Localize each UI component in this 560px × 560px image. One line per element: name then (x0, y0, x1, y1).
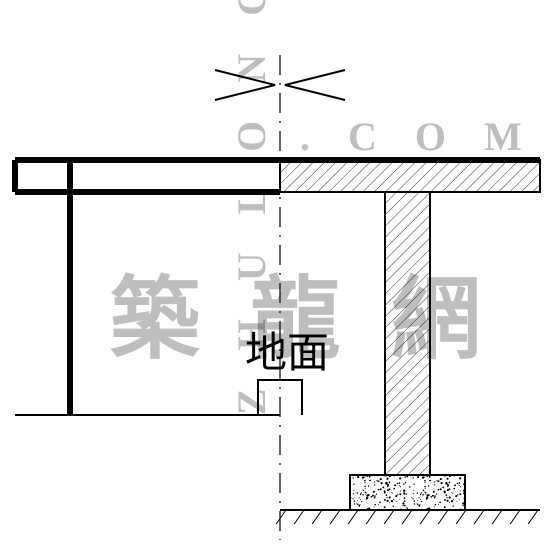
ground-hatch-tick (492, 510, 502, 524)
ground-hatch-tick (474, 510, 484, 524)
footing (350, 475, 465, 510)
ground-hatch-tick (348, 510, 358, 524)
ground-hatch-tick (420, 510, 430, 524)
ground-hatch-tick (510, 510, 520, 524)
ground-hatch-tick (276, 510, 286, 524)
ground-hatch-tick (438, 510, 448, 524)
ground-hatch-tick (456, 510, 466, 524)
label-ground: 地面 (245, 329, 329, 376)
ground-hatch-tick (294, 510, 304, 524)
svg-text:. C O M: . C O M (300, 114, 536, 159)
ground-hatch-tick (384, 510, 394, 524)
beam-section (280, 160, 540, 192)
ground-hatch-tick (312, 510, 322, 524)
column-section (385, 192, 430, 475)
section-arrow-right (285, 70, 345, 100)
ground-hatch-tick (366, 510, 376, 524)
ground-hatch-tick (330, 510, 340, 524)
ground-hatch-tick (402, 510, 412, 524)
ground-hatch-tick (528, 510, 538, 524)
